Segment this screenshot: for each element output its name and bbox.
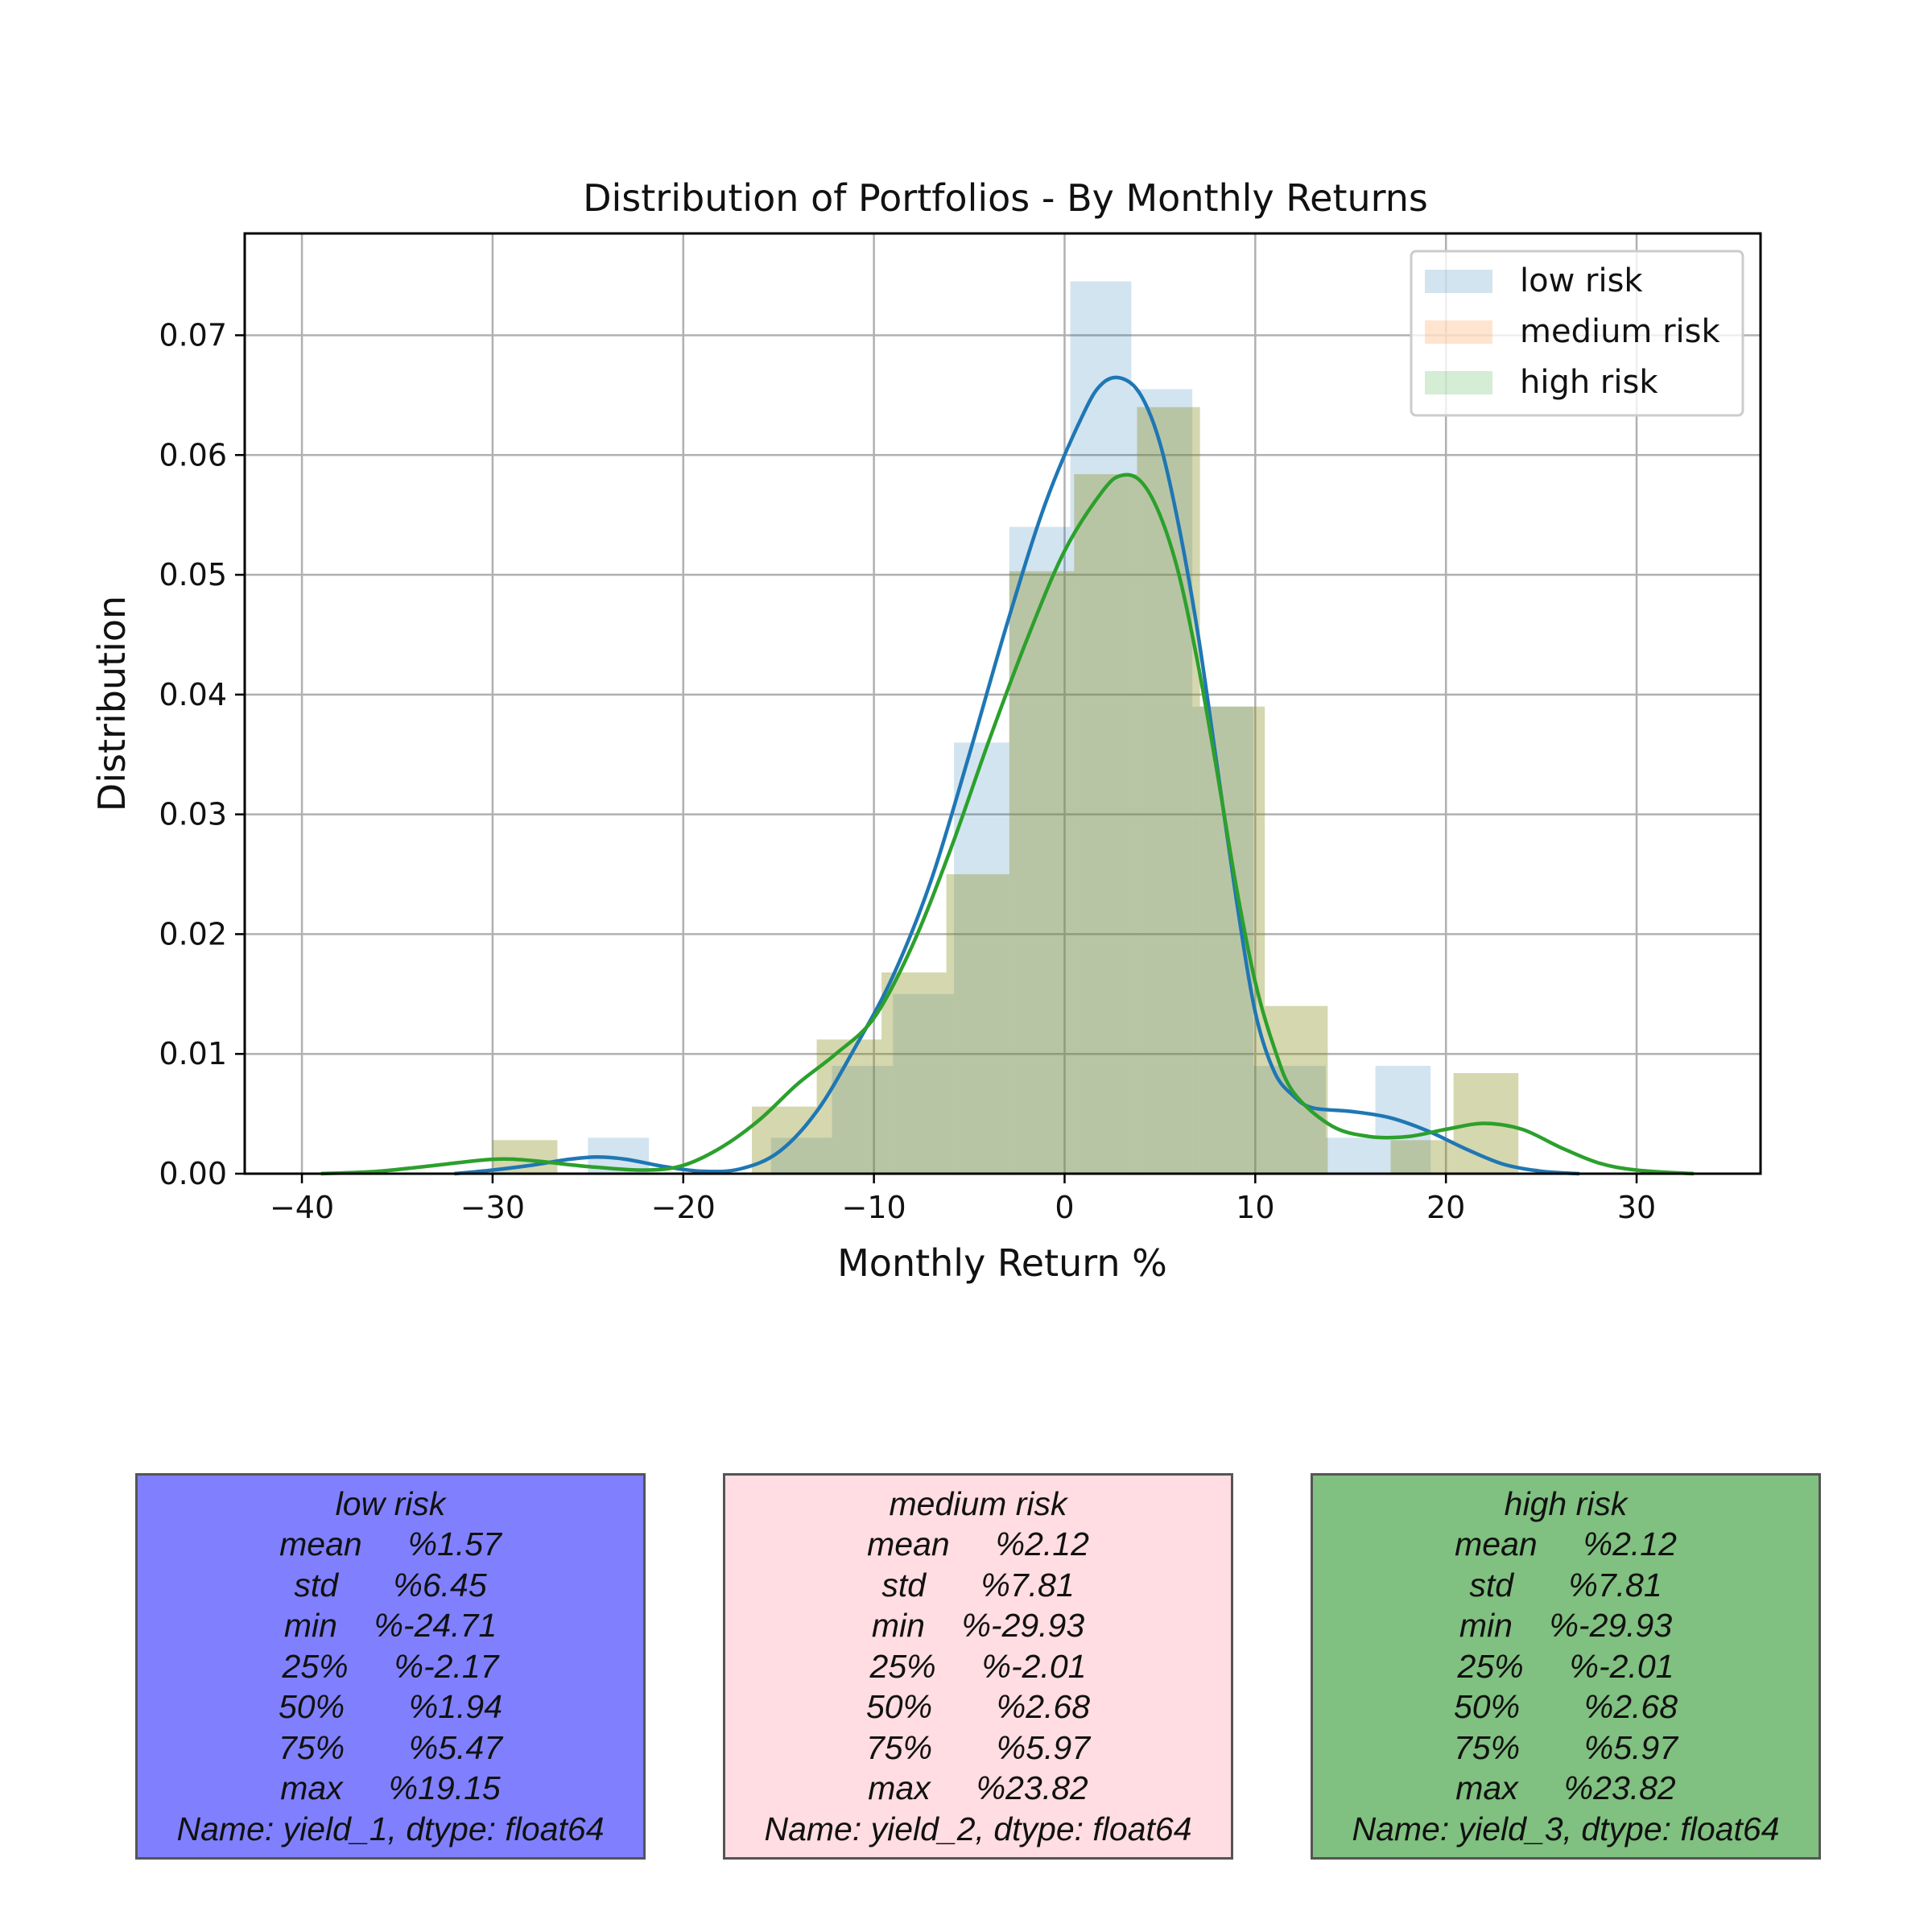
hist-bar-low-risk-3	[770, 1137, 832, 1174]
hist-bar-medium-risk-14	[1390, 1140, 1454, 1174]
chart-title: Distribution of Portfolios - By Monthly …	[583, 176, 1428, 220]
stats-row-25: 25% %-2.17	[282, 1647, 499, 1685]
legend-label-low-risk: low risk	[1520, 262, 1643, 299]
x-tick-label: 20	[1426, 1190, 1465, 1225]
stats-row-std: std %7.81	[881, 1566, 1075, 1604]
stats-row-25: 25% %-2.01	[1457, 1647, 1674, 1685]
x-tick-label: −20	[651, 1190, 716, 1225]
hist-bar-low-risk-4	[832, 1066, 894, 1174]
stats-row-std: std %6.45	[294, 1566, 487, 1604]
y-tick-label: 0.03	[159, 797, 227, 832]
stats-row-75: 75% %5.47	[278, 1728, 503, 1766]
x-tick-label: −10	[842, 1190, 906, 1225]
x-tick-label: 30	[1617, 1190, 1656, 1225]
stats-row-std: std %7.81	[1469, 1566, 1662, 1604]
plot-frame	[243, 232, 1762, 1175]
legend-swatch-low-risk	[1425, 270, 1492, 293]
kde-curves	[320, 375, 1695, 1176]
hist-bar-low-risk-7	[1009, 526, 1071, 1174]
stats-box-low-risk: low risk mean %1.57 std %6.45 min %-24.7…	[135, 1473, 646, 1860]
hist-bar-high-risk-6	[881, 972, 947, 1174]
stats-row-max: max %19.15	[280, 1769, 501, 1807]
x-tick-label: −30	[460, 1190, 525, 1225]
stats-footer: Name: yield_3, dtype: float64	[1352, 1810, 1780, 1847]
stats-row-50: 50% %2.68	[1453, 1688, 1678, 1726]
y-tick-label: 0.00	[159, 1156, 227, 1191]
hist-bar-medium-risk-7	[946, 874, 1009, 1174]
stats-row-mean: mean %2.12	[1455, 1525, 1677, 1563]
y-tick-label: 0.05	[159, 557, 227, 592]
kde-line-high-risk	[320, 473, 1695, 1176]
legend-swatch-high-risk	[1425, 371, 1492, 394]
hist-bar-medium-risk-9	[1074, 474, 1137, 1174]
hist-bar-high-risk-11	[1199, 706, 1265, 1174]
legend-frame	[1410, 250, 1744, 417]
x-tick-label: 10	[1236, 1190, 1274, 1225]
legend-swatch-medium-risk	[1425, 320, 1492, 344]
stats-title: high risk	[1504, 1484, 1628, 1522]
y-tick-label: 0.06	[159, 437, 227, 473]
stats-row-max: max %23.82	[868, 1769, 1088, 1807]
hist-bar-low-risk-12	[1325, 1137, 1376, 1174]
x-axis-label: Monthly Return %	[837, 1241, 1167, 1285]
y-axis-ticks: 0.00 0.01 0.02 0.03 0.04 0.05 0.06 0.07	[159, 317, 245, 1191]
hist-bar-high-risk-14	[1390, 1140, 1454, 1174]
legend-label-high-risk: high risk	[1520, 364, 1658, 401]
stats-title: low risk	[335, 1484, 446, 1522]
stats-row-mean: mean %1.57	[279, 1525, 502, 1563]
hist-bar-low-risk-5	[893, 993, 955, 1174]
legend: low risk medium risk high risk	[1410, 250, 1744, 417]
histogram-chart: Distribution of Portfolios - By Monthly …	[90, 176, 1762, 1285]
y-tick-label: 0.04	[159, 677, 227, 712]
x-axis-ticks: −40 −30 −20 −10 0 10 20 30	[270, 1174, 1656, 1225]
y-tick-label: 0.02	[159, 916, 227, 952]
histogram-bars	[492, 281, 1519, 1174]
hist-bar-medium-risk-12	[1265, 1005, 1328, 1174]
stats-row-75: 75% %5.97	[865, 1728, 1091, 1766]
hist-bar-medium-risk-6	[881, 972, 947, 1174]
stats-footer: Name: yield_2, dtype: float64	[764, 1810, 1192, 1847]
stats-row-min: min %-29.93	[871, 1607, 1085, 1645]
hist-bar-high-risk-7	[946, 874, 1009, 1174]
stats-box-medium-risk: medium risk mean %2.12 std %7.81 min %-2…	[723, 1473, 1233, 1860]
y-axis-label: Distribution	[90, 596, 134, 811]
y-tick-label: 0.07	[159, 317, 227, 353]
stats-row-min: min %-24.71	[283, 1607, 497, 1645]
x-tick-label: 0	[1055, 1190, 1074, 1225]
x-tick-label: −40	[270, 1190, 334, 1225]
stats-title: medium risk	[889, 1484, 1067, 1522]
stats-row-mean: mean %2.12	[867, 1525, 1089, 1563]
stats-row-max: max %23.82	[1455, 1769, 1676, 1807]
kde-line-low-risk	[454, 375, 1580, 1176]
legend-label-medium-risk: medium risk	[1520, 313, 1721, 350]
hist-bar-high-risk-10	[1137, 407, 1200, 1174]
hist-bar-high-risk-12	[1265, 1005, 1328, 1174]
stats-row-min: min %-29.93	[1459, 1607, 1673, 1645]
hist-bar-high-risk-9	[1074, 474, 1137, 1174]
stats-box-high-risk: high risk mean %2.12 std %7.81 min %-29.…	[1311, 1473, 1821, 1860]
grid-lines	[245, 233, 1761, 1175]
hist-bar-low-risk-8	[1070, 281, 1132, 1174]
hist-bar-medium-risk-8	[1009, 571, 1075, 1174]
hist-bar-high-risk-8	[1009, 571, 1075, 1174]
stats-footer: Name: yield_1, dtype: float64	[176, 1810, 605, 1847]
hist-bar-medium-risk-11	[1199, 706, 1265, 1174]
stats-row-50: 50% %2.68	[865, 1688, 1091, 1726]
stats-row-25: 25% %-2.01	[869, 1647, 1087, 1685]
y-tick-label: 0.01	[159, 1036, 227, 1071]
stats-row-50: 50% %1.94	[278, 1688, 503, 1726]
stats-row-75: 75% %5.97	[1453, 1728, 1678, 1766]
